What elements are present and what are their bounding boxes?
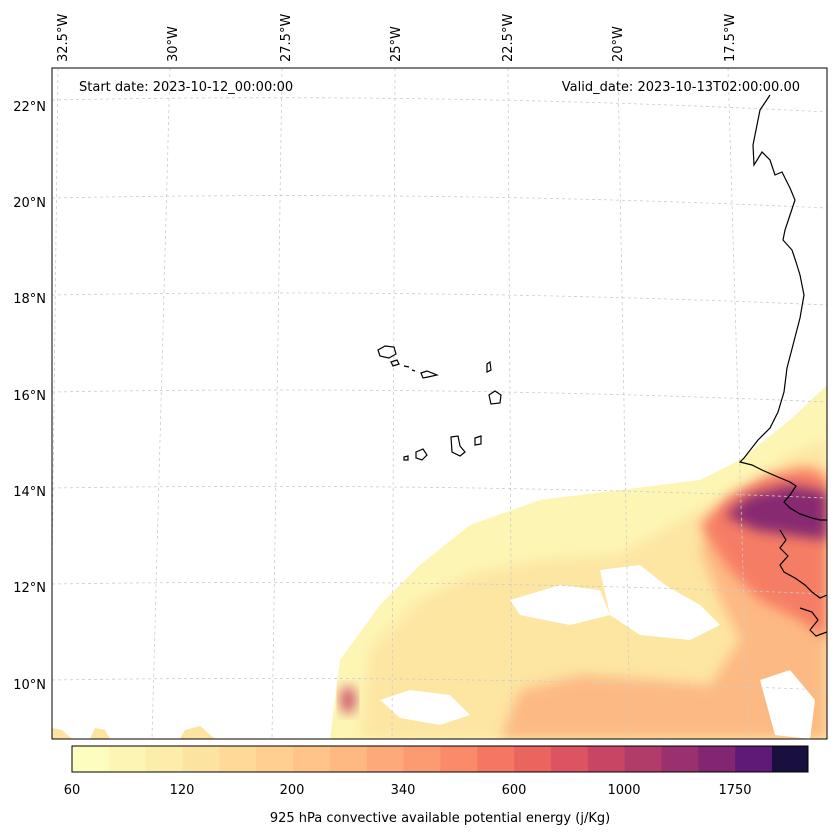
colorbar-swatch [661, 746, 699, 772]
colorbar-swatch [72, 746, 110, 772]
colorbar-swatch [440, 746, 478, 772]
colorbar-tick-label: 200 [280, 783, 305, 798]
coastline [377, 94, 827, 637]
colorbar-swatch [698, 746, 736, 772]
colorbar-tick-label: 60 [64, 783, 81, 798]
colorbar-label: 925 hPa convective available potential e… [270, 811, 610, 826]
colorbar-swatch [108, 746, 147, 772]
cape-verde-island [486, 360, 492, 373]
cape-field-gap [600, 565, 720, 640]
colorbar-ticks: 60 120 200 340 600 1000 1750 [64, 783, 752, 798]
cape-verde-island [415, 448, 428, 461]
lon-label: 17.5°W [723, 14, 738, 62]
cape-verde-island [403, 365, 416, 372]
cape-field-edge [52, 726, 215, 739]
africa-coastline [738, 94, 827, 521]
colorbar-swatch [514, 746, 552, 772]
lat-label: 12°N [13, 581, 46, 596]
colorbar-swatch [477, 746, 515, 772]
colorbar [71, 745, 809, 773]
colorbar-swatch [145, 746, 184, 772]
colorbar-swatch [366, 746, 405, 772]
lat-label: 10°N [13, 678, 46, 693]
lat-label: 20°N [13, 196, 46, 211]
cape-verde-island [488, 390, 502, 405]
colorbar-swatch [293, 746, 331, 772]
colorbar-swatch [587, 746, 626, 772]
colorbar-swatch [735, 746, 773, 772]
valid-date-label: Valid_date: 2023-10-13T02:00:00.00 [562, 80, 800, 95]
cape-field-gap [760, 670, 815, 739]
colorbar-tick-label: 600 [502, 783, 527, 798]
cape-field-gap [380, 690, 470, 725]
colorbar-swatch [624, 746, 662, 772]
colorbar-swatch [256, 746, 294, 772]
colorbar-tick-label: 1750 [718, 783, 751, 798]
colorbar-swatch [182, 746, 220, 772]
colorbar-tick-label: 1000 [607, 783, 640, 798]
cape-verde-island [377, 345, 397, 359]
colorbar-swatch [550, 746, 589, 772]
cape-field-gap [510, 585, 610, 625]
cape-field-spot [340, 686, 356, 714]
lat-label: 22°N [13, 100, 46, 115]
lon-label: 20°W [611, 26, 626, 62]
cape-verde-island [450, 435, 466, 457]
map-frame [51, 67, 828, 740]
lat-label: 18°N [13, 292, 46, 307]
cape-verde-island [474, 435, 482, 446]
latitude-labels: 22°N 20°N 18°N 16°N 14°N 12°N 10°N [13, 100, 46, 693]
colorbar-swatch [403, 746, 441, 772]
lon-label: 27.5°W [279, 14, 294, 62]
africa-coastline-south [779, 529, 827, 637]
start-date-label: Start date: 2023-10-12_00:00:00 [79, 80, 293, 95]
cape-verde-island [390, 359, 400, 367]
colorbar-tick-label: 120 [170, 783, 195, 798]
longitude-labels: 32.5°W 30°W 27.5°W 25°W 22.5°W 20°W 17.5… [56, 14, 738, 62]
cape-verde-island [420, 370, 440, 379]
lon-label: 32.5°W [56, 14, 71, 62]
colorbar-frame [71, 745, 809, 773]
cape-field [52, 385, 827, 739]
cape-verde-island [403, 455, 409, 461]
colorbar-tick-label: 340 [391, 783, 416, 798]
lat-label: 14°N [13, 485, 46, 500]
cape-field-max [725, 485, 827, 540]
colorbar-swatch [219, 746, 257, 772]
lon-label: 22.5°W [501, 14, 516, 62]
graticule [52, 68, 827, 739]
lon-label: 30°W [166, 26, 181, 62]
lat-label: 16°N [13, 389, 46, 404]
lon-label: 25°W [389, 26, 404, 62]
colorbar-swatch [329, 746, 368, 772]
colorbar-extension [772, 746, 808, 772]
